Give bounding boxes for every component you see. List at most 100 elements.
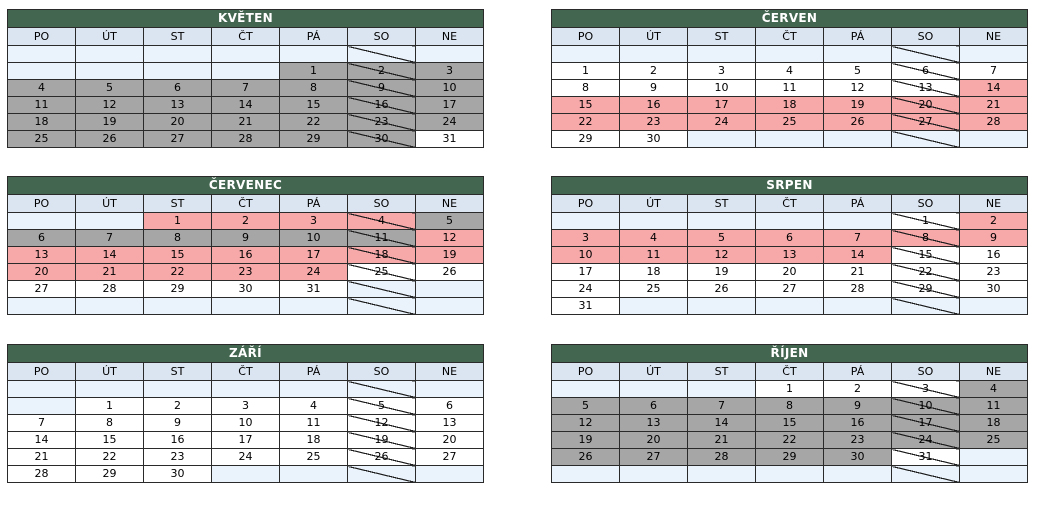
day-cell[interactable]: 30: [211, 280, 280, 298]
day-cell[interactable]: 27: [619, 448, 688, 466]
day-cell[interactable]: 21: [823, 263, 892, 281]
day-cell[interactable]: 20: [7, 263, 76, 281]
day-cell[interactable]: 14: [75, 246, 144, 264]
day-cell[interactable]: 15: [755, 414, 824, 432]
day-cell[interactable]: 28: [959, 113, 1028, 131]
day-cell[interactable]: 23: [211, 263, 280, 281]
day-cell[interactable]: 14: [823, 246, 892, 264]
day-cell[interactable]: 24: [687, 113, 756, 131]
day-cell[interactable]: 7: [823, 229, 892, 247]
day-cell[interactable]: 29: [891, 280, 960, 298]
day-cell[interactable]: 12: [75, 96, 144, 114]
day-cell[interactable]: 10: [211, 414, 280, 432]
day-cell[interactable]: 27: [7, 280, 76, 298]
day-cell[interactable]: 6: [143, 79, 212, 97]
day-cell[interactable]: 31: [891, 448, 960, 466]
day-cell[interactable]: 13: [755, 246, 824, 264]
day-cell[interactable]: 1: [143, 212, 212, 230]
day-cell[interactable]: 15: [143, 246, 212, 264]
day-cell[interactable]: 7: [75, 229, 144, 247]
day-cell[interactable]: 2: [211, 212, 280, 230]
day-cell[interactable]: 30: [347, 130, 416, 148]
day-cell[interactable]: 28: [211, 130, 280, 148]
day-cell[interactable]: 24: [279, 263, 348, 281]
day-cell[interactable]: 17: [687, 96, 756, 114]
day-cell[interactable]: 20: [415, 431, 484, 449]
day-cell[interactable]: 1: [551, 62, 620, 80]
day-cell[interactable]: 16: [959, 246, 1028, 264]
day-cell[interactable]: 3: [279, 212, 348, 230]
day-cell[interactable]: 8: [891, 229, 960, 247]
day-cell[interactable]: 30: [143, 465, 212, 483]
day-cell[interactable]: 3: [687, 62, 756, 80]
day-cell[interactable]: 4: [959, 380, 1028, 398]
day-cell[interactable]: 19: [415, 246, 484, 264]
day-cell[interactable]: 3: [415, 62, 484, 80]
day-cell[interactable]: 22: [143, 263, 212, 281]
day-cell[interactable]: 11: [755, 79, 824, 97]
day-cell[interactable]: 1: [755, 380, 824, 398]
day-cell[interactable]: 22: [279, 113, 348, 131]
day-cell[interactable]: 18: [619, 263, 688, 281]
day-cell[interactable]: 28: [823, 280, 892, 298]
day-cell[interactable]: 18: [7, 113, 76, 131]
day-cell[interactable]: 25: [7, 130, 76, 148]
day-cell[interactable]: 9: [823, 397, 892, 415]
day-cell[interactable]: 4: [347, 212, 416, 230]
day-cell[interactable]: 21: [7, 448, 76, 466]
day-cell[interactable]: 21: [211, 113, 280, 131]
day-cell[interactable]: 20: [619, 431, 688, 449]
day-cell[interactable]: 4: [755, 62, 824, 80]
day-cell[interactable]: 2: [823, 380, 892, 398]
day-cell[interactable]: 25: [619, 280, 688, 298]
day-cell[interactable]: 27: [415, 448, 484, 466]
day-cell[interactable]: 6: [755, 229, 824, 247]
day-cell[interactable]: 17: [211, 431, 280, 449]
day-cell[interactable]: 15: [75, 431, 144, 449]
day-cell[interactable]: 16: [211, 246, 280, 264]
day-cell[interactable]: 15: [279, 96, 348, 114]
day-cell[interactable]: 5: [347, 397, 416, 415]
day-cell[interactable]: 16: [619, 96, 688, 114]
day-cell[interactable]: 7: [959, 62, 1028, 80]
day-cell[interactable]: 6: [7, 229, 76, 247]
day-cell[interactable]: 10: [279, 229, 348, 247]
day-cell[interactable]: 23: [143, 448, 212, 466]
day-cell[interactable]: 12: [823, 79, 892, 97]
day-cell[interactable]: 8: [143, 229, 212, 247]
day-cell[interactable]: 23: [959, 263, 1028, 281]
day-cell[interactable]: 17: [415, 96, 484, 114]
day-cell[interactable]: 12: [347, 414, 416, 432]
day-cell[interactable]: 16: [143, 431, 212, 449]
day-cell[interactable]: 23: [347, 113, 416, 131]
day-cell[interactable]: 25: [755, 113, 824, 131]
day-cell[interactable]: 14: [687, 414, 756, 432]
day-cell[interactable]: 10: [687, 79, 756, 97]
day-cell[interactable]: 6: [415, 397, 484, 415]
day-cell[interactable]: 26: [551, 448, 620, 466]
day-cell[interactable]: 31: [415, 130, 484, 148]
day-cell[interactable]: 6: [619, 397, 688, 415]
day-cell[interactable]: 27: [143, 130, 212, 148]
day-cell[interactable]: 22: [75, 448, 144, 466]
day-cell[interactable]: 4: [619, 229, 688, 247]
day-cell[interactable]: 26: [687, 280, 756, 298]
day-cell[interactable]: 24: [551, 280, 620, 298]
day-cell[interactable]: 19: [551, 431, 620, 449]
day-cell[interactable]: 11: [959, 397, 1028, 415]
day-cell[interactable]: 17: [279, 246, 348, 264]
day-cell[interactable]: 24: [891, 431, 960, 449]
day-cell[interactable]: 9: [959, 229, 1028, 247]
day-cell[interactable]: 31: [551, 297, 620, 315]
day-cell[interactable]: 19: [823, 96, 892, 114]
day-cell[interactable]: 20: [891, 96, 960, 114]
day-cell[interactable]: 25: [347, 263, 416, 281]
day-cell[interactable]: 10: [551, 246, 620, 264]
day-cell[interactable]: 4: [279, 397, 348, 415]
day-cell[interactable]: 2: [619, 62, 688, 80]
day-cell[interactable]: 9: [143, 414, 212, 432]
day-cell[interactable]: 3: [551, 229, 620, 247]
day-cell[interactable]: 9: [619, 79, 688, 97]
day-cell[interactable]: 4: [7, 79, 76, 97]
day-cell[interactable]: 12: [415, 229, 484, 247]
